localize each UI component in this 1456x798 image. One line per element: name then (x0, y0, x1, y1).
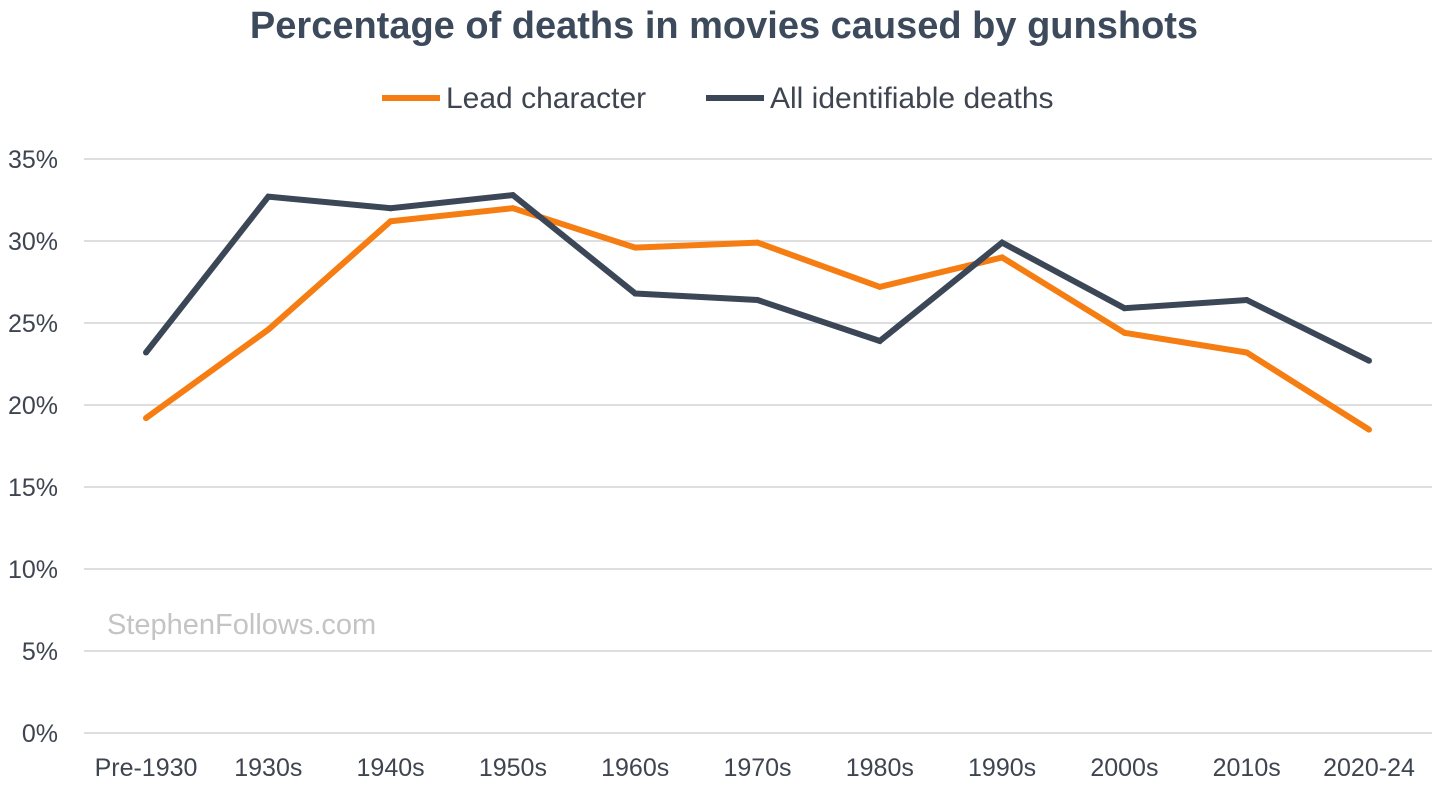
data-point (1243, 297, 1250, 304)
legend-item-all-identifiable-deaths: All identifiable deaths (706, 82, 1054, 115)
data-point (1121, 329, 1128, 336)
legend-label-all-identifiable-deaths: All identifiable deaths (770, 82, 1054, 115)
y-tick-label: 35% (8, 146, 58, 174)
legend: Lead character All identifiable deaths (382, 82, 1054, 115)
x-tick-label: 2020-24 (1323, 754, 1415, 782)
series-lines (143, 191, 1372, 433)
y-tick-label: 10% (8, 556, 58, 584)
data-point (999, 239, 1006, 246)
x-tick-label: 2000s (1090, 754, 1158, 782)
data-point (876, 283, 883, 290)
x-tick-label: 1930s (234, 754, 302, 782)
watermark: StephenFollows.com (107, 609, 376, 641)
data-point (754, 297, 761, 304)
y-tick-label: 0% (22, 720, 58, 748)
data-point (1121, 305, 1128, 312)
data-point (632, 244, 639, 251)
chart-title: Percentage of deaths in movies caused by… (250, 5, 1198, 47)
data-point (265, 326, 272, 333)
y-tick-label: 25% (8, 310, 58, 338)
data-point (1243, 349, 1250, 356)
x-tick-label: 1950s (479, 754, 547, 782)
data-point (143, 349, 149, 356)
data-point (509, 192, 516, 199)
x-tick-label: 1940s (357, 754, 425, 782)
data-point (999, 254, 1006, 261)
data-point (632, 290, 639, 297)
y-tick-label: 20% (8, 392, 58, 420)
data-point (387, 218, 394, 225)
y-axis: 0% 5% 10% 15% 20% 25% 30% 35% (8, 146, 58, 748)
data-point (265, 193, 272, 200)
x-tick-label: Pre-1930 (95, 754, 198, 782)
data-point (387, 205, 394, 212)
x-tick-label: 1970s (723, 754, 791, 782)
data-point (754, 239, 761, 246)
y-tick-label: 15% (8, 474, 58, 502)
data-point (876, 338, 883, 345)
data-point (1366, 357, 1372, 364)
data-point (1366, 426, 1372, 433)
x-tick-label: 2010s (1213, 754, 1281, 782)
x-tick-label: 1980s (846, 754, 914, 782)
x-tick-label: 1990s (968, 754, 1036, 782)
y-tick-label: 30% (8, 228, 58, 256)
legend-item-lead-character: Lead character (382, 82, 646, 115)
y-tick-label: 5% (22, 638, 58, 666)
data-point (509, 205, 516, 212)
data-point (143, 415, 149, 422)
legend-label-lead-character: Lead character (446, 82, 646, 115)
x-tick-label: 1960s (601, 754, 669, 782)
x-axis: Pre-1930 1930s 1940s 1950s 1960s 1970s 1980s 19… (95, 754, 1415, 782)
